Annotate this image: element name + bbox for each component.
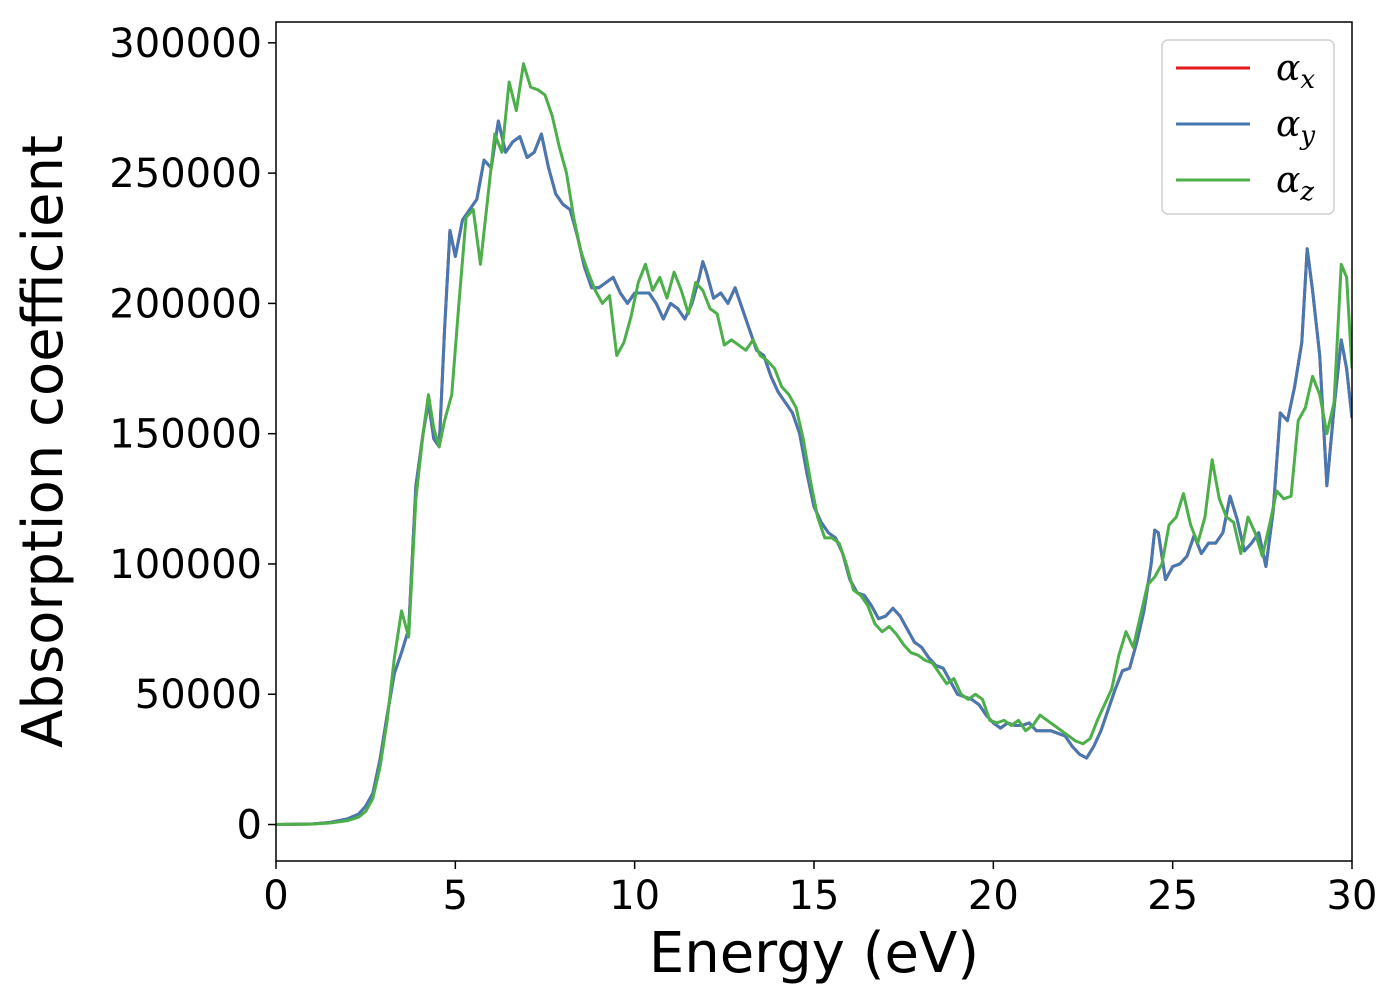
x-tick-label: 10 bbox=[609, 873, 660, 919]
y-axis: 0 50000 100000 150000 200000 250000 300000 bbox=[109, 21, 276, 849]
series-line-y bbox=[276, 119, 1352, 827]
y-tick-label: 200000 bbox=[109, 281, 262, 327]
legend-label-z: αz bbox=[1276, 160, 1314, 207]
x-axis-label: Energy (eV) bbox=[649, 921, 979, 986]
y-axis-label: Absorption coefficient bbox=[11, 135, 76, 748]
y-tick-label: 150000 bbox=[109, 412, 262, 458]
x-tick-label: 0 bbox=[263, 873, 288, 919]
x-tick-label: 25 bbox=[1147, 873, 1198, 919]
y-tick-label: 50000 bbox=[135, 672, 262, 718]
y-tick-label: 300000 bbox=[109, 21, 262, 67]
x-axis: 0 5 10 15 20 25 30 bbox=[263, 861, 1377, 919]
series-line-x bbox=[276, 119, 1352, 827]
legend-box bbox=[1161, 39, 1335, 215]
legend-label-y: αy bbox=[1276, 104, 1315, 151]
series-line-z bbox=[276, 62, 1352, 827]
y-tick-label: 100000 bbox=[109, 542, 262, 588]
legend-label-x: αx bbox=[1276, 48, 1315, 95]
x-tick-label: 30 bbox=[1327, 873, 1378, 919]
y-tick-label: 250000 bbox=[109, 151, 262, 197]
x-tick-label: 15 bbox=[789, 873, 840, 919]
x-tick-label: 20 bbox=[968, 873, 1019, 919]
legend: αx αy αz bbox=[1161, 39, 1335, 215]
y-tick-label: 0 bbox=[237, 803, 262, 849]
series-layer bbox=[276, 62, 1352, 827]
x-tick-label: 5 bbox=[443, 873, 468, 919]
